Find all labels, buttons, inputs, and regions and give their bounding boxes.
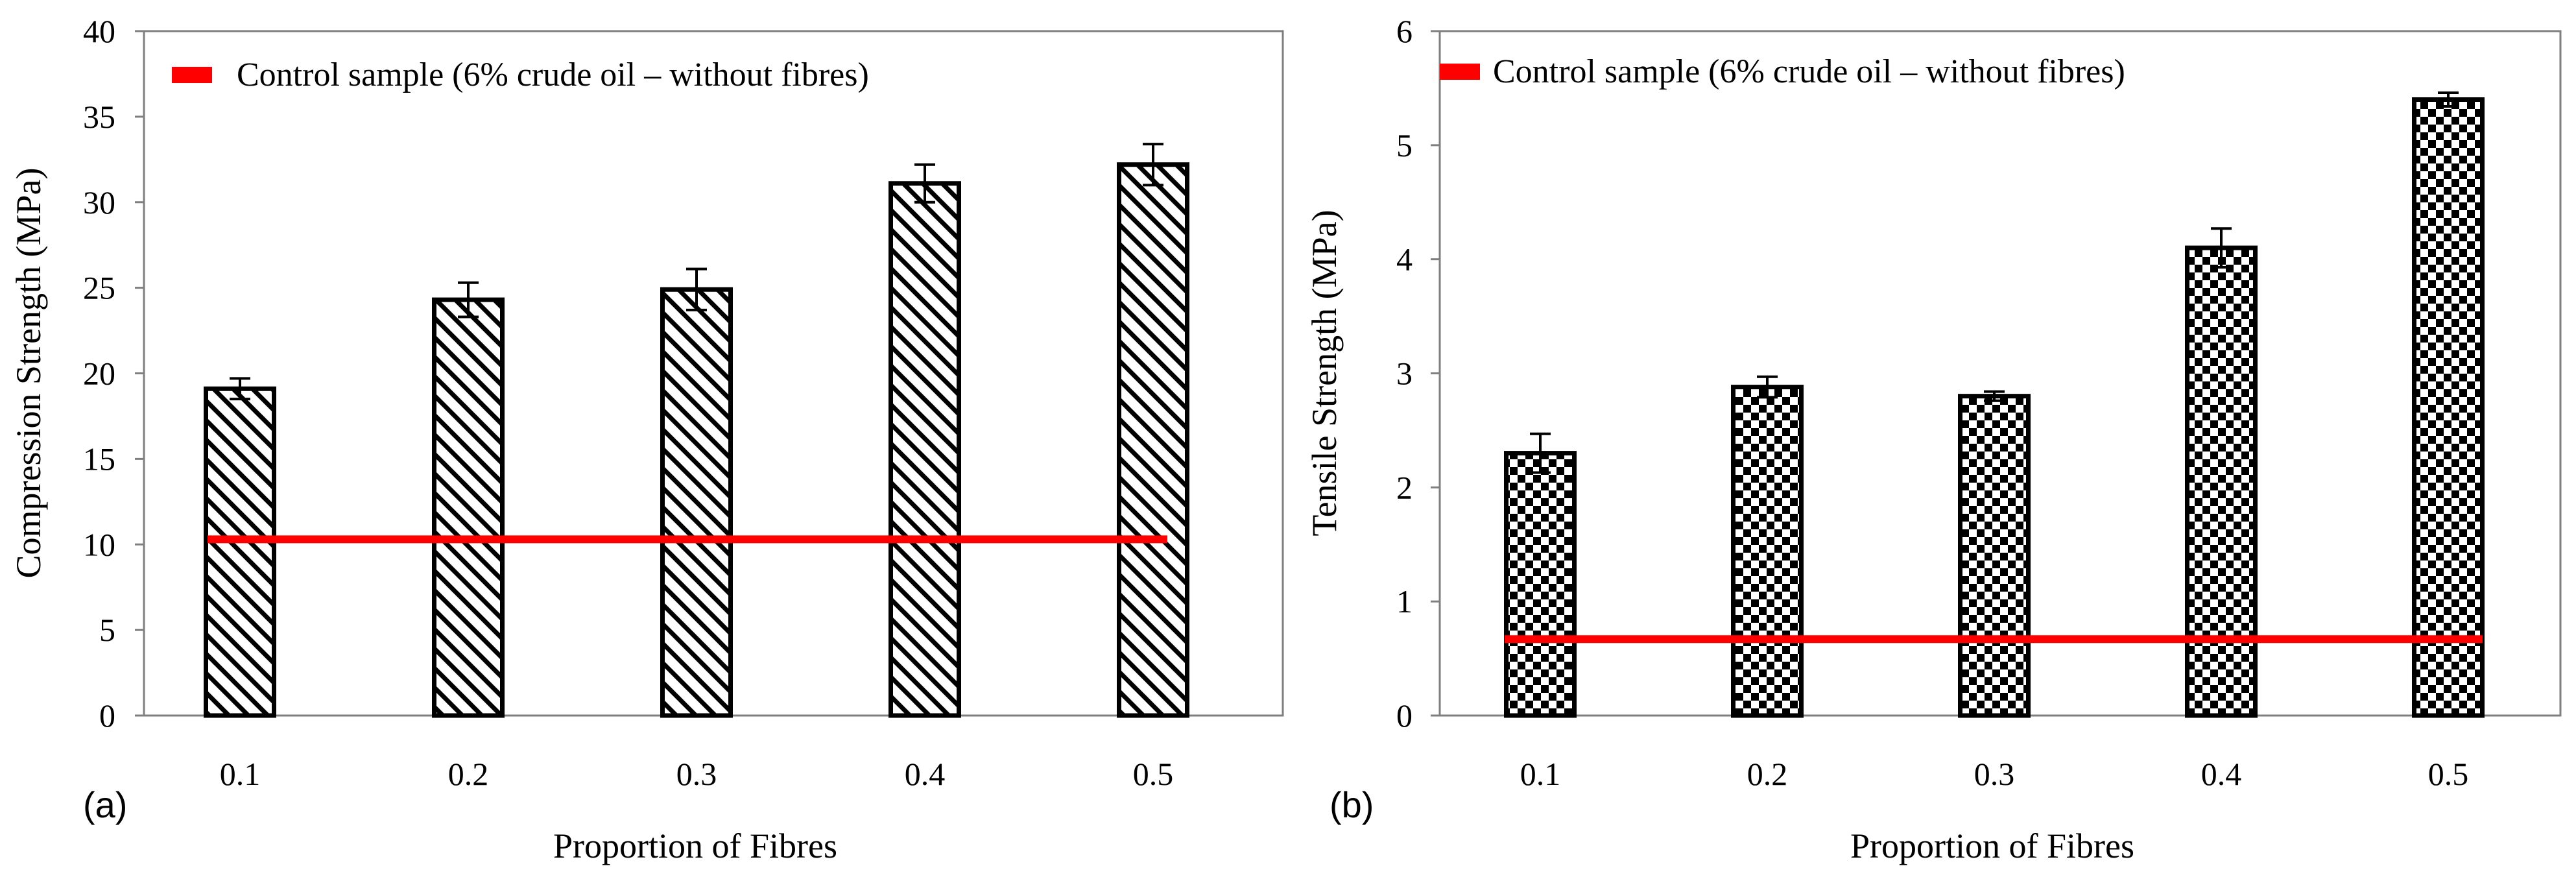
panel-a-y-tick-label: 40 [83,13,115,49]
panel-a-y-tick-label: 35 [83,99,115,135]
panel-b-x-tick-labels: 0.1 0.2 0.3 0.4 0.5 [1520,756,2469,792]
panel-a-y-tick-label: 20 [83,355,115,392]
panel-b-bars [1504,91,2485,718]
panel-b-y-tick-label: 3 [1396,355,1413,392]
panel-b-y-tick-label: 2 [1396,469,1413,505]
panel-a-x-tick-labels: 0.1 0.2 0.3 0.4 0.5 [220,756,1174,792]
panel-b-tensile-chart: 0 1 2 3 4 5 6 Control sample (6% crude oil – w… [1305,13,2562,865]
panel-a-x-tick-label-0.3: 0.3 [676,756,717,792]
panel-b-y-tick-label: 6 [1396,13,1413,49]
panel-a-y-tick-label: 25 [83,270,115,306]
panel-a-y-tick-label: 15 [83,440,115,477]
panel-a-error-bar-0.4 [914,163,935,204]
panel-b-y-ticks: 0 1 2 3 4 5 6 [1396,13,1440,734]
panel-b-y-axis-title: Tensile Strength (MPa) [1305,210,1344,536]
panel-a-bar-0.4 [888,181,961,718]
panel-b-error-bar-0.2 [1757,375,1778,399]
panel-a-bar-0.5 [1117,162,1189,718]
panel-b-legend-label: Control sample (6% crude oil – without f… [1493,53,2125,90]
panel-b-y-tick-label: 1 [1396,583,1413,620]
panel-a-y-tick-label: 5 [99,612,115,648]
panel-b-bar-0.3 [1958,394,2031,718]
panel-b-bar-0.5 [2412,97,2485,718]
panel-b-y-tick-label: 5 [1396,127,1413,163]
panel-a-y-tick-label: 10 [83,526,115,562]
panel-b-x-axis-title: Proportion of Fibres [1850,826,2134,865]
panel-a-error-bar-0.1 [230,377,250,401]
panel-b-x-tick-label-0.5: 0.5 [2428,756,2469,792]
panel-b-error-bar-0.1 [1530,432,1551,474]
panel-b-x-tick-label-0.2: 0.2 [1747,756,1788,792]
panel-b-bar-0.2 [1731,385,1804,718]
panel-a-y-tick-label: 30 [83,184,115,221]
panel-b-error-bar-0.3 [1984,390,2005,402]
panel-a-x-tick-label-0.5: 0.5 [1133,756,1174,792]
panel-a-error-bar-0.5 [1143,143,1163,187]
panel-b-label: (b) [1330,784,1374,825]
panel-a-bar-0.1 [204,386,276,718]
panel-a-bar-0.3 [660,287,733,718]
panel-a-y-axis-title: Compression Strength (MPa) [9,168,48,579]
panel-b-x-tick-label-0.4: 0.4 [2201,756,2242,792]
panel-b-y-tick-label: 0 [1396,697,1413,734]
panel-b-y-tick-label: 4 [1396,241,1413,278]
panel-a-bars [204,143,1189,718]
panel-a-bar-0.2 [432,297,505,718]
panel-b-legend: Control sample (6% crude oil – without f… [1440,53,2125,90]
panel-a-error-bar-0.3 [686,267,707,311]
panel-a-x-tick-label-0.4: 0.4 [905,756,946,792]
panel-a-x-tick-label-0.2: 0.2 [448,756,489,792]
panel-a-label: (a) [83,784,127,825]
panel-b-x-tick-label-0.3: 0.3 [1974,756,2015,792]
panel-a-y-ticks: 0 5 10 15 20 25 30 35 40 [83,13,144,734]
panel-a-compression-chart: 0 5 10 15 20 25 30 35 40 Control sample (6% crud… [9,13,1284,865]
panel-b-x-tick-label-0.1: 0.1 [1520,756,1561,792]
panel-a-legend-label: Control sample (6% crude oil – without f… [237,56,869,93]
panel-a-x-tick-label-0.1: 0.1 [220,756,261,792]
panel-a-x-axis-title: Proportion of Fibres [553,826,837,865]
panel-a-legend: Control sample (6% crude oil – without f… [172,56,869,93]
panel-b-bar-0.1 [1504,451,1577,718]
panel-b-error-bar-0.5 [2438,91,2459,108]
panel-a-y-tick-label: 0 [99,697,115,734]
panel-a-legend-swatch [172,67,212,83]
panel-a-error-bar-0.2 [458,281,479,319]
panel-b-error-bar-0.4 [2211,227,2232,269]
panel-b-legend-swatch [1440,64,1480,80]
panel-b-bar-0.4 [2185,245,2258,718]
